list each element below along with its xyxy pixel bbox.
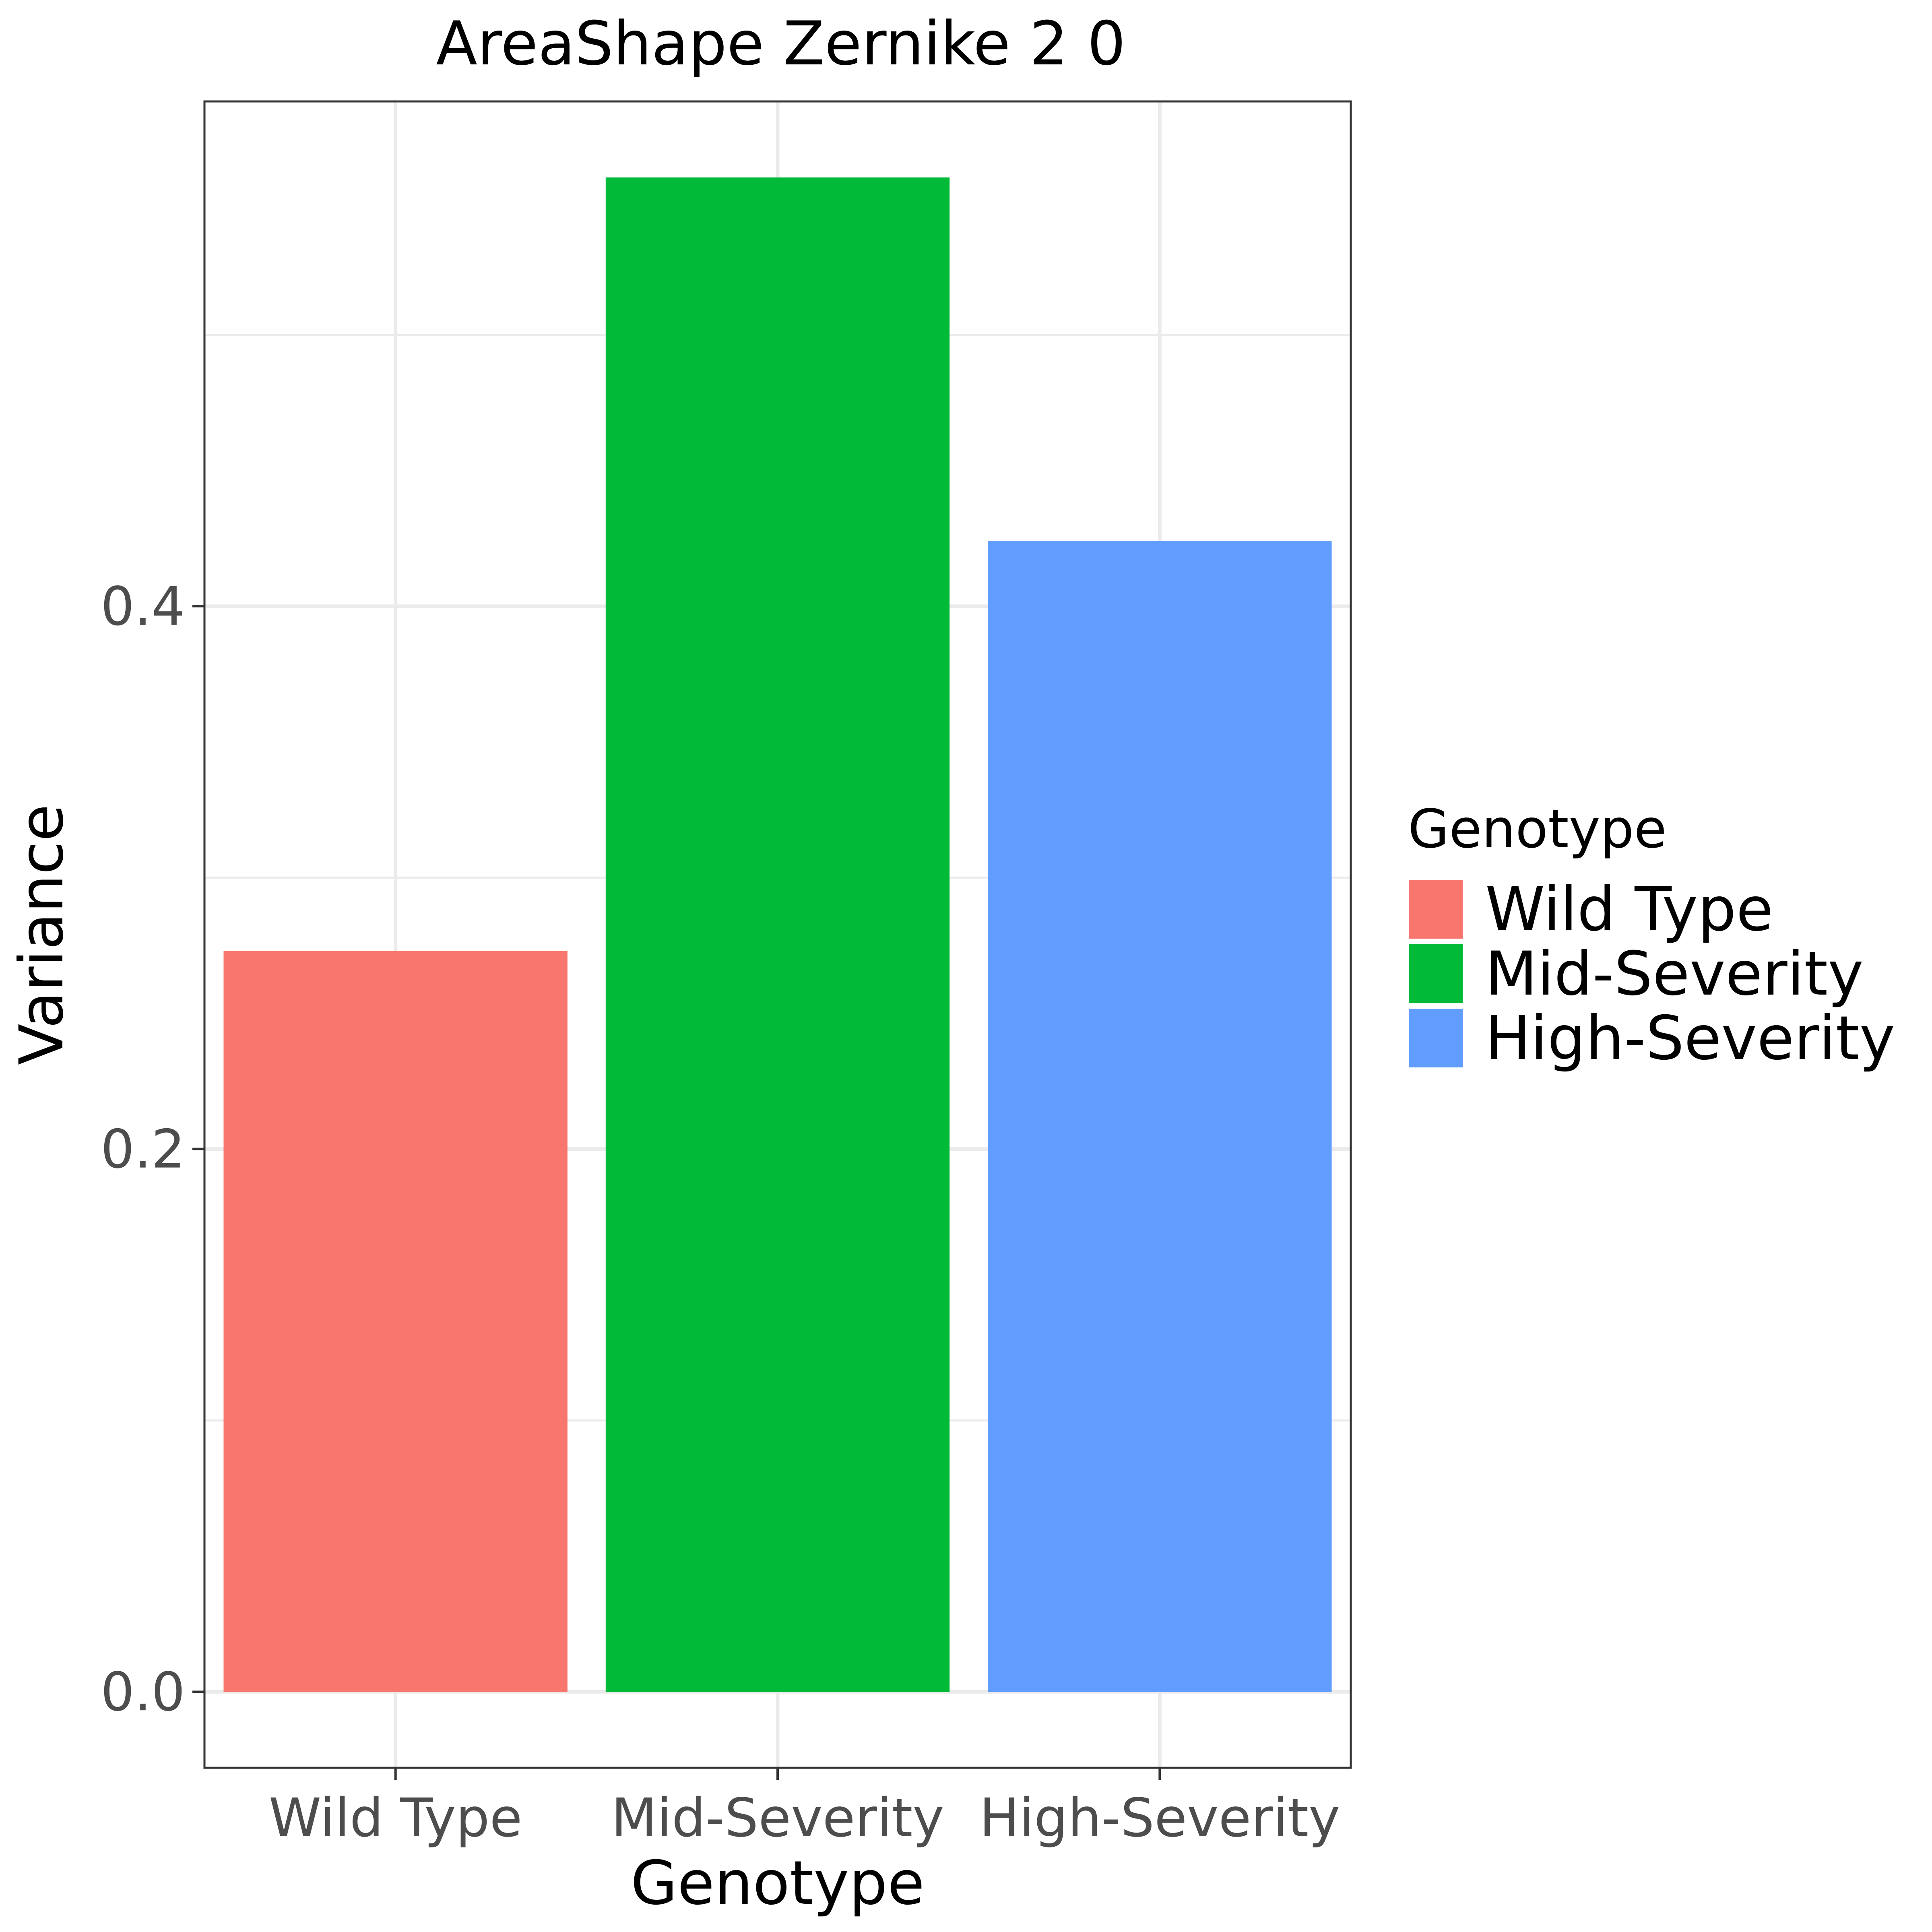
x-axis-title: Genotype (631, 1848, 925, 1918)
legend-title: Genotype (1408, 798, 1667, 860)
bar-wild-type (223, 951, 568, 1692)
legend-label: Wild Type (1485, 875, 1773, 945)
y-tick-label: 0.4 (101, 576, 185, 638)
legend: Genotype Wild TypeMid-SeverityHigh-Sever… (1408, 798, 1895, 1073)
legend-label: Mid-Severity (1485, 939, 1864, 1009)
x-tick-label: Mid-Severity (611, 1787, 944, 1849)
y-tick-label: 0.0 (101, 1661, 185, 1723)
y-axis-title: Variance (7, 804, 77, 1065)
legend-swatch (1409, 1009, 1463, 1067)
bar-mid-severity (605, 177, 950, 1692)
y-axis: 0.0 0.2 0.4 (101, 576, 204, 1723)
legend-label: High-Severity (1485, 1003, 1895, 1073)
bar-high-severity (988, 541, 1332, 1692)
legend-swatch (1409, 880, 1463, 939)
bars (223, 177, 1332, 1692)
chart-title: AreaShape Zernike 2 0 (436, 9, 1125, 79)
x-tick-label: Wild Type (269, 1787, 522, 1849)
y-tick-label: 0.2 (101, 1119, 185, 1181)
x-axis: Wild Type Mid-Severity High-Severity (269, 1768, 1340, 1849)
x-tick-label: High-Severity (979, 1787, 1340, 1849)
legend-swatch (1409, 944, 1463, 1003)
